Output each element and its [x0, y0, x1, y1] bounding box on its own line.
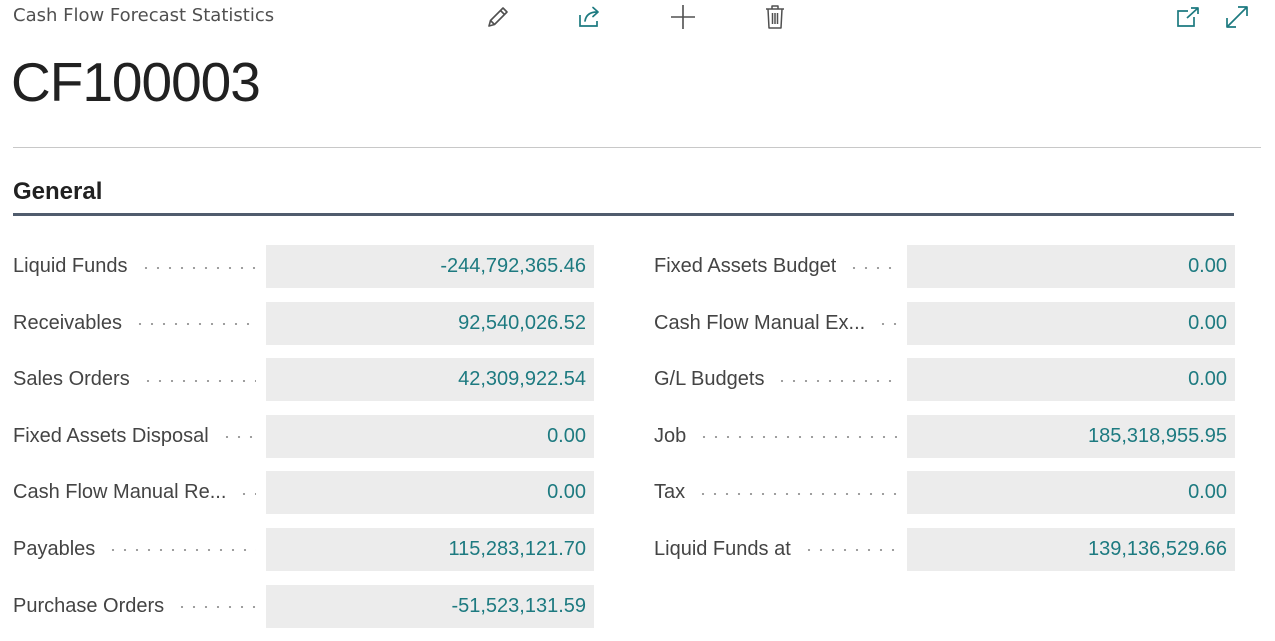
field-label: Cash Flow Manual Ex... [654, 311, 866, 334]
section-underline [13, 213, 1234, 216]
field-label: Cash Flow Manual Re... [13, 481, 227, 504]
field-label: Job [654, 424, 687, 447]
field-label-wrap: Payables [13, 528, 256, 571]
dotted-leader [220, 436, 256, 439]
field-label-wrap: Liquid Funds [13, 245, 256, 288]
field-label: Liquid Funds at [654, 537, 791, 560]
dotted-leader [848, 266, 897, 269]
dotted-leader [141, 379, 256, 382]
field-label-wrap: Tax [654, 471, 897, 514]
field-label: Liquid Funds [13, 255, 128, 277]
field-label-wrap: Fixed Assets Budget [654, 245, 897, 288]
section-header-general[interactable]: General [13, 178, 103, 205]
field-value-payables[interactable]: 115,283,121.70 [266, 527, 594, 571]
field-value-liquid-funds[interactable]: -244,792,365.46 [266, 245, 594, 288]
field-label: Receivables [13, 311, 122, 334]
expand-icon [1226, 6, 1248, 28]
pop-out-icon [1177, 7, 1199, 27]
dotted-leader [697, 492, 897, 495]
field-value-receivables[interactable]: 92,540,026.52 [266, 301, 594, 345]
field-value-fixed-assets-disposal[interactable]: 0.00 [266, 414, 594, 458]
field-label-wrap: Fixed Assets Disposal [13, 415, 256, 458]
field-label: Purchase Orders [13, 594, 165, 617]
page-caption: Cash Flow Forecast Statistics [13, 5, 275, 26]
field-label: Sales Orders [13, 368, 130, 391]
dotted-leader [139, 266, 256, 269]
field-label-wrap: Cash Flow Manual Ex... [654, 302, 897, 345]
share-button[interactable] [575, 2, 605, 32]
new-button[interactable] [668, 2, 698, 32]
field-label-wrap: Purchase Orders [13, 585, 256, 628]
plus-icon [671, 5, 695, 29]
field-label-wrap: Sales Orders [13, 358, 256, 401]
open-new-window-button[interactable] [1173, 2, 1203, 32]
field-value-tax[interactable]: 0.00 [907, 471, 1235, 515]
field-label: Fixed Assets Disposal [13, 424, 209, 447]
field-value-cash-flow-manual-revenues[interactable]: 0.00 [266, 471, 594, 515]
share-icon [579, 6, 599, 27]
field-label: Fixed Assets Budget [654, 255, 837, 277]
expand-button[interactable] [1222, 2, 1252, 32]
field-label-wrap: Receivables [13, 302, 256, 345]
dotted-leader [776, 379, 897, 382]
record-title: CF100003 [11, 51, 261, 113]
field-value-sales-orders[interactable]: 42,309,922.54 [266, 358, 594, 402]
dotted-leader [238, 492, 256, 495]
dotted-leader [107, 549, 256, 552]
field-value-purchase-orders[interactable]: -51,523,131.59 [266, 584, 594, 628]
pencil-icon [488, 7, 508, 27]
field-value-liquid-funds-at[interactable]: 139,136,529.66 [907, 527, 1235, 571]
field-label: Tax [654, 481, 686, 504]
field-label-wrap: Cash Flow Manual Re... [13, 471, 256, 514]
title-divider [13, 147, 1261, 148]
field-value-fixed-assets-budget[interactable]: 0.00 [907, 245, 1235, 288]
field-value-job[interactable]: 185,318,955.95 [907, 414, 1235, 458]
field-label-wrap: Job [654, 415, 897, 458]
dotted-leader [698, 436, 897, 439]
field-value-gl-budgets[interactable]: 0.00 [907, 358, 1235, 402]
field-label-wrap: Liquid Funds at [654, 528, 897, 571]
dotted-leader [133, 323, 256, 326]
field-label-wrap: G/L Budgets [654, 358, 897, 401]
trash-icon [766, 5, 784, 29]
dotted-leader [802, 549, 897, 552]
field-value-cash-flow-manual-expenses[interactable]: 0.00 [907, 301, 1235, 345]
dotted-leader [877, 323, 897, 326]
delete-button[interactable] [760, 2, 790, 32]
field-label: Payables [13, 537, 96, 560]
dotted-leader [176, 606, 256, 609]
field-label: G/L Budgets [654, 368, 765, 391]
edit-button[interactable] [483, 2, 513, 32]
